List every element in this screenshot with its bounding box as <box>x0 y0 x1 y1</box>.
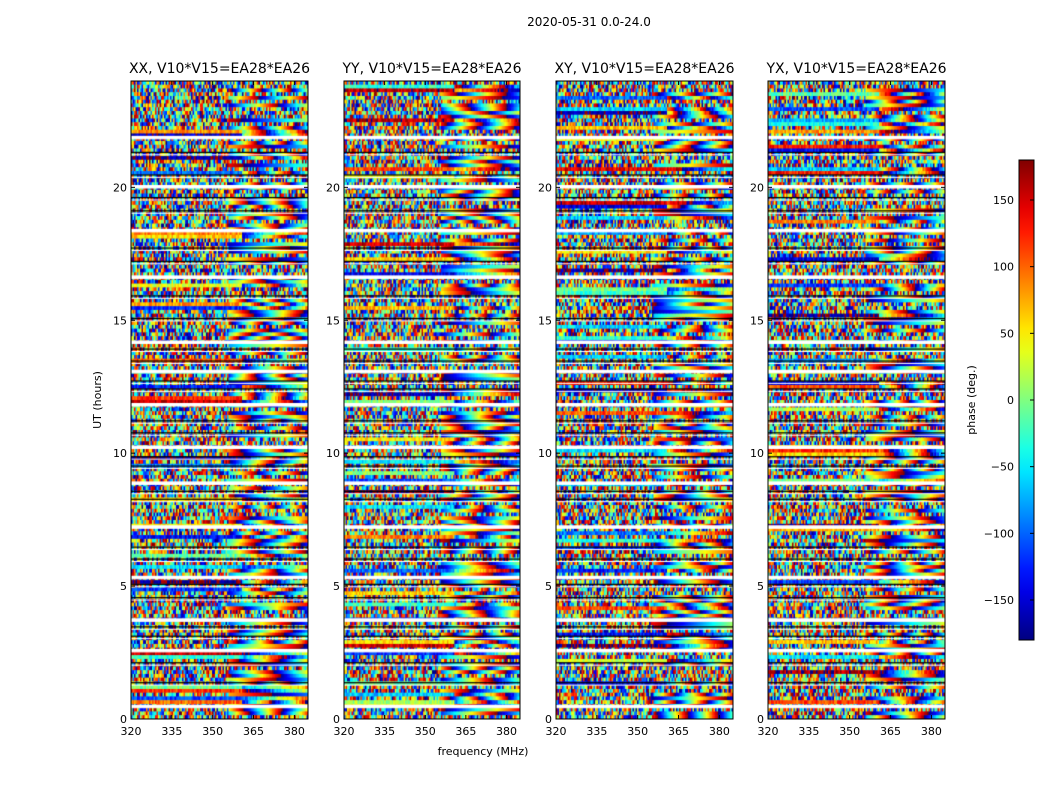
x-tick-label: 380 <box>496 725 517 738</box>
figure-title: 2020-05-31 0.0-24.0 <box>527 15 651 29</box>
x-tick-label: 350 <box>202 725 223 738</box>
y-tick-label: 0 <box>545 713 552 726</box>
y-tick-label: 15 <box>750 314 764 327</box>
panel-title: XY, V10*V15=EA28*EA26 <box>554 61 734 77</box>
y-tick-label: 0 <box>757 713 764 726</box>
colorbar-tick-label: −150 <box>984 594 1014 607</box>
x-tick-label: 365 <box>243 725 264 738</box>
phase-heatmap <box>556 81 733 719</box>
y-tick-label: 5 <box>120 580 127 593</box>
x-tick-label: 365 <box>880 725 901 738</box>
x-tick-label: 380 <box>709 725 730 738</box>
y-tick-label: 20 <box>750 181 764 194</box>
axes-frame <box>343 80 521 720</box>
x-tick-label: 335 <box>374 725 395 738</box>
phase-heatmap <box>344 81 520 719</box>
x-tick-label: 350 <box>627 725 648 738</box>
colorbar-tick-label: 50 <box>1000 327 1014 340</box>
y-tick-label: 0 <box>333 713 340 726</box>
phase-heatmap <box>131 81 308 719</box>
panel-yx: YX, V10*V15=EA28*EA26 320 335 350 365 380 0 5 10… <box>750 61 947 738</box>
colorbar-tick-label: −100 <box>984 527 1014 540</box>
y-axis-label: UT (hours) <box>91 371 104 429</box>
x-tick-label: 380 <box>921 725 942 738</box>
y-tick-label: 15 <box>326 314 340 327</box>
panel-title: YX, V10*V15=EA28*EA26 <box>765 61 946 77</box>
x-tick-label: 320 <box>546 725 567 738</box>
x-tick-label: 335 <box>798 725 819 738</box>
x-tick-label: 350 <box>839 725 860 738</box>
phase-heatmap <box>768 81 945 719</box>
x-tick-label: 365 <box>455 725 476 738</box>
panel-title: YY, V10*V15=EA28*EA26 <box>342 61 522 77</box>
y-tick-label: 10 <box>113 447 127 460</box>
colorbar: 150 100 50 0 −50 −100 −150 <box>984 159 1035 641</box>
x-tick-label: 380 <box>284 725 305 738</box>
x-tick-label: 320 <box>121 725 142 738</box>
y-tick-label: 0 <box>120 713 127 726</box>
x-tick-label: 350 <box>415 725 436 738</box>
y-tick-label: 5 <box>545 580 552 593</box>
panel-xy: XY, V10*V15=EA28*EA26 320 335 350 365 380 0 5 10… <box>538 61 735 738</box>
x-tick-label: 335 <box>586 725 607 738</box>
y-tick-label: 10 <box>326 447 340 460</box>
axes-frame <box>555 80 734 720</box>
y-tick-label: 5 <box>757 580 764 593</box>
x-tick-label: 320 <box>334 725 355 738</box>
y-tick-label: 15 <box>538 314 552 327</box>
colorbar-tick-label: 100 <box>993 261 1014 274</box>
panel-xx: XX, V10*V15=EA28*EA26 320 335 350 365 380 0 5 10… <box>113 61 310 738</box>
y-tick-label: 10 <box>750 447 764 460</box>
x-tick-label: 365 <box>668 725 689 738</box>
x-tick-label: 320 <box>758 725 779 738</box>
colorbar-tick-label: 0 <box>1007 394 1014 407</box>
colorbar-label: phase (deg.) <box>965 365 978 435</box>
y-tick-label: 15 <box>113 314 127 327</box>
y-tick-label: 20 <box>113 181 127 194</box>
axes-frame <box>767 80 946 720</box>
y-tick-label: 10 <box>538 447 552 460</box>
panel-yy: YY, V10*V15=EA28*EA26 320 335 350 365 380 0 5 10… <box>326 61 522 738</box>
x-tick-label: 335 <box>161 725 182 738</box>
y-tick-label: 20 <box>538 181 552 194</box>
y-tick-label: 20 <box>326 181 340 194</box>
colorbar-tick-label: −50 <box>991 461 1014 474</box>
axes-frame <box>130 80 309 720</box>
y-tick-label: 5 <box>333 580 340 593</box>
colorbar-tick-label: 150 <box>993 194 1014 207</box>
panel-title: XX, V10*V15=EA28*EA26 <box>129 61 310 77</box>
x-axis-label: frequency (MHz) <box>438 745 529 758</box>
